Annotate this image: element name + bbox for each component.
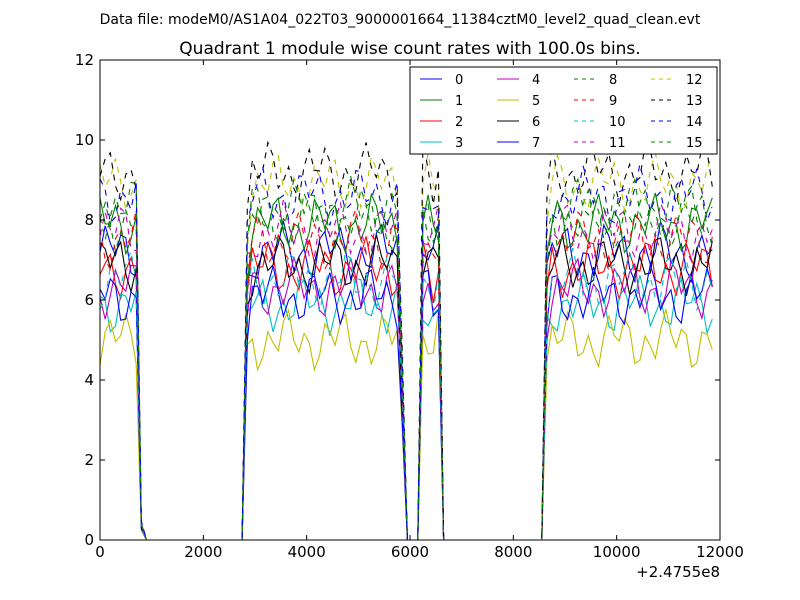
legend-label-4: 4 bbox=[532, 73, 540, 88]
x-tick-label-2000: 2000 bbox=[184, 543, 222, 561]
x-tick-label-4000: 4000 bbox=[288, 543, 326, 561]
y-tick-label-4: 4 bbox=[84, 371, 94, 389]
legend-label-10: 10 bbox=[609, 115, 626, 130]
y-tick-label-6: 6 bbox=[84, 291, 94, 309]
legend-label-9: 9 bbox=[609, 94, 617, 109]
legend-box bbox=[409, 66, 718, 155]
legend-label-11: 11 bbox=[609, 136, 626, 151]
legend-label-6: 6 bbox=[532, 115, 540, 130]
x-tick-label-12000: 12000 bbox=[696, 543, 744, 561]
series-line-12 bbox=[99, 153, 713, 541]
chart-title: Quadrant 1 module wise count rates with … bbox=[179, 39, 640, 59]
y-tick-label-8: 8 bbox=[84, 211, 94, 229]
x-tick-label-8000: 8000 bbox=[494, 543, 532, 561]
legend-label-14: 14 bbox=[686, 115, 703, 130]
y-tick-label-0: 0 bbox=[84, 531, 94, 549]
legend-label-5: 5 bbox=[532, 94, 540, 109]
series-line-15 bbox=[99, 176, 713, 541]
y-tick-label-2: 2 bbox=[84, 451, 94, 469]
legend-label-0: 0 bbox=[455, 73, 463, 88]
legend-label-13: 13 bbox=[686, 94, 703, 109]
legend-label-7: 7 bbox=[532, 136, 540, 151]
legend-label-2: 2 bbox=[455, 115, 463, 130]
legend-label-3: 3 bbox=[455, 136, 463, 151]
legend-label-1: 1 bbox=[455, 94, 463, 109]
plot-lines bbox=[99, 140, 713, 541]
legend-label-8: 8 bbox=[609, 73, 617, 88]
legend-label-12: 12 bbox=[686, 73, 703, 88]
series-line-14 bbox=[99, 164, 713, 541]
series-line-10 bbox=[99, 247, 713, 541]
x-tick-label-0: 0 bbox=[95, 543, 105, 561]
y-tick-label-12: 12 bbox=[75, 51, 94, 69]
x-tick-label-10000: 10000 bbox=[593, 543, 641, 561]
legend-label-15: 15 bbox=[686, 136, 703, 151]
figure-suptitle: Data file: modeM0/AS1A04_022T03_90000016… bbox=[100, 12, 701, 28]
y-tick-label-10: 10 bbox=[75, 131, 94, 149]
x-offset-label: +2.4755e8 bbox=[636, 563, 720, 581]
x-tick-label-6000: 6000 bbox=[391, 543, 429, 561]
